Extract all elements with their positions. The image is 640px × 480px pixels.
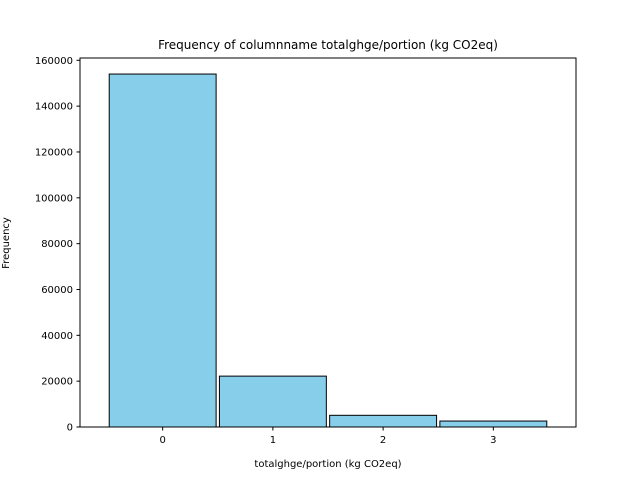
- y-tick-label: 40000: [41, 331, 73, 342]
- y-axis-label: Frequency: [1, 217, 12, 269]
- y-tick-label: 0: [67, 423, 73, 434]
- x-tick-label: 0: [159, 435, 165, 446]
- y-tick-label: 60000: [41, 285, 73, 296]
- bar-2: [329, 414, 438, 428]
- x-axis-ticks: 0 1 2 3: [159, 427, 497, 446]
- x-tick-label: 3: [490, 435, 496, 446]
- plot-frame: [79, 57, 577, 428]
- y-tick-label: 140000: [35, 102, 73, 113]
- y-tick-label: 100000: [35, 193, 73, 204]
- y-tick-label: 160000: [35, 56, 73, 67]
- bar-3: [439, 420, 548, 428]
- bars-group: [108, 73, 548, 428]
- y-tick-label: 20000: [41, 377, 73, 388]
- x-axis-label: totalghge/portion (kg CO2eq): [254, 459, 401, 470]
- y-axis-ticks: 0 20000 40000 60000 80000 100000 120000 140000 1…: [35, 56, 80, 434]
- y-tick-label: 80000: [41, 239, 73, 250]
- bar-0: [108, 73, 217, 428]
- x-tick-label: 2: [380, 435, 386, 446]
- bar-1: [218, 375, 327, 428]
- y-tick-label: 120000: [35, 147, 73, 158]
- x-tick-label: 1: [270, 435, 276, 446]
- chart-title: Frequency of columnname totalghge/portio…: [158, 38, 498, 52]
